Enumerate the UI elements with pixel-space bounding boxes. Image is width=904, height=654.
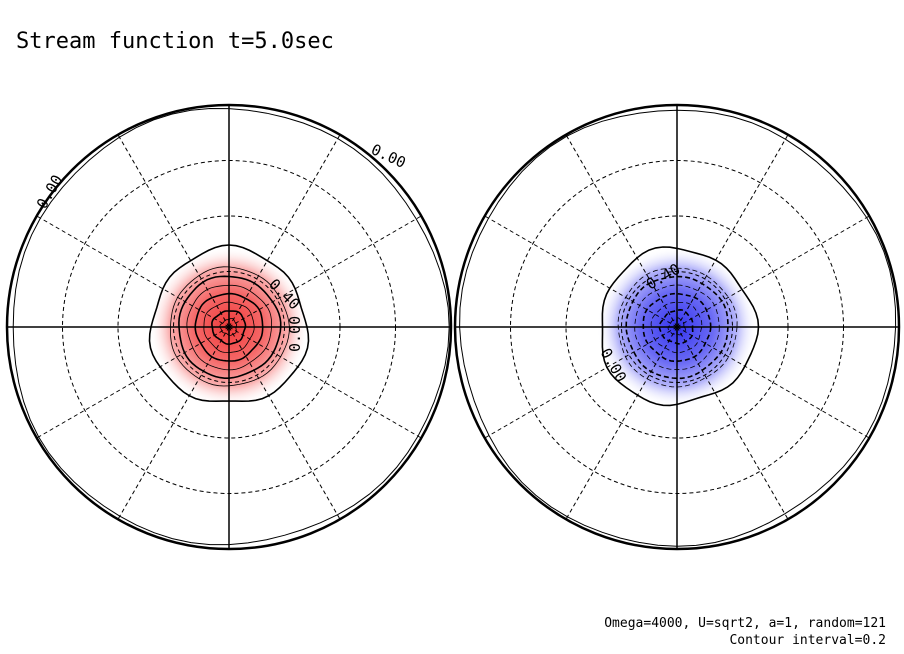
meridian-line: [676, 215, 870, 328]
contour-line: [211, 310, 247, 346]
contour-line: [642, 292, 712, 362]
chart-title: Stream function t=5.0sec: [16, 29, 334, 54]
contour-line: [203, 301, 255, 353]
contour-line: [625, 275, 729, 380]
meridian-line: [484, 326, 678, 439]
meridian-line: [228, 326, 341, 520]
contour-line: [617, 267, 738, 388]
contour-line: [219, 318, 237, 336]
contour-line: [148, 244, 310, 403]
contour-rim: [12, 107, 450, 546]
panel-south-hemisphere: 0.400.00: [453, 103, 901, 551]
parameters-note: Omega=4000, U=sqrt2, a=1, random=121: [604, 616, 886, 631]
meridian-line: [676, 326, 870, 439]
contour-line: [194, 292, 264, 362]
meridian-line: [117, 134, 230, 328]
meridian-line: [36, 215, 230, 328]
contour-line: [169, 266, 290, 387]
contour-rim: [459, 109, 897, 547]
hemisphere-boundary: [5, 103, 453, 551]
meridian-line: [565, 134, 678, 328]
contour-line: [658, 308, 694, 345]
contour-label: 0.00: [368, 140, 408, 172]
contour-line: [186, 284, 273, 371]
meridian-line: [676, 134, 789, 328]
contour-line: [601, 246, 760, 407]
meridian-line: [228, 215, 422, 328]
panel-north-hemisphere: 0.400.000.000.00: [5, 103, 453, 551]
contour-line: [634, 284, 720, 370]
meridian-line: [117, 326, 230, 520]
contour-label: 0.00: [33, 172, 67, 212]
contour-line: [667, 317, 686, 336]
contour-interval-note: Contour interval=0.2: [729, 633, 886, 648]
contour-line: [178, 275, 282, 379]
contour-label: 0.00: [286, 316, 304, 352]
contour-line: [650, 302, 703, 354]
meridian-line: [36, 326, 230, 439]
meridian-line: [228, 326, 422, 439]
meridian-line: [676, 326, 789, 520]
meridian-line: [484, 215, 678, 328]
meridian-line: [565, 326, 678, 520]
meridian-line: [228, 134, 341, 328]
hemisphere-boundary: [453, 103, 901, 551]
